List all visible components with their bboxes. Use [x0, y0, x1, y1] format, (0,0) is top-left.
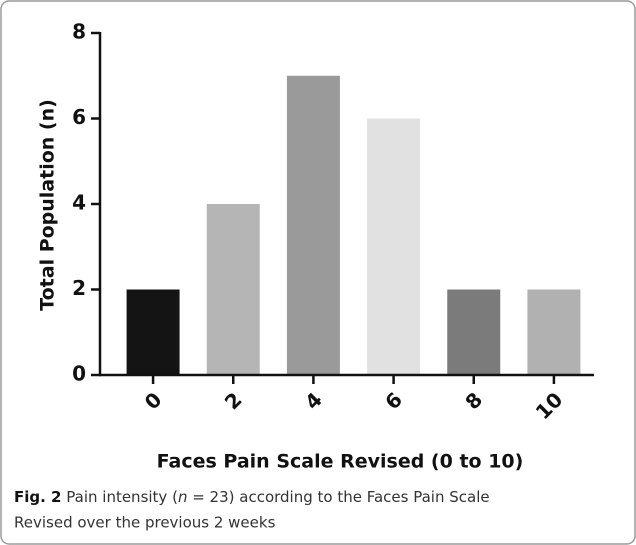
bar: [286, 75, 340, 375]
caption-line: Fig. 2 Pain intensity (n = 23) according…: [14, 488, 490, 506]
bar: [447, 289, 501, 375]
y-tick-label: 8: [72, 20, 86, 44]
y-axis-label: Total Population (n): [37, 99, 59, 311]
caption-label: Fig. 2: [14, 488, 61, 506]
x-axis-label: Faces Pain Scale Revised (0 to 10): [157, 451, 524, 473]
caption-text: = 23) according to the Faces Pain Scale: [187, 488, 489, 506]
y-tick-label: 2: [72, 276, 86, 300]
bar: [206, 204, 260, 375]
y-tick-label: 6: [72, 105, 86, 129]
bar: [126, 289, 180, 375]
y-tick-label: 4: [72, 191, 86, 215]
bar: [367, 118, 421, 375]
caption-text: Pain intensity (: [66, 488, 178, 506]
y-tick-label: 0: [72, 362, 86, 386]
bar: [527, 289, 581, 375]
caption-line: Revised over the previous 2 weeks: [14, 514, 276, 532]
caption-text: n: [178, 488, 188, 506]
